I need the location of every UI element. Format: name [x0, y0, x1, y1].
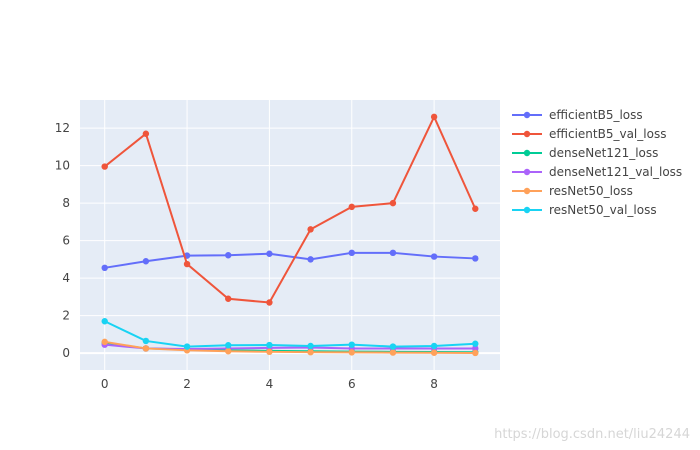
legend-swatch-marker [523, 111, 531, 119]
data-point [101, 163, 108, 170]
data-point [101, 338, 108, 346]
legend[interactable]: efficientB5_loss efficientB5_val_lossdens… [512, 108, 682, 217]
data-point [430, 113, 438, 121]
legend-item[interactable]: efficientB5_val_loss [512, 127, 666, 141]
data-point [307, 348, 314, 356]
series-line [104, 340, 476, 354]
data-point [472, 345, 479, 352]
data-point [225, 342, 232, 349]
x-tick-label: 2 [183, 377, 191, 391]
legend-item[interactable]: denseNet121_val_loss [512, 165, 682, 179]
legend-item[interactable]: denseNet121_loss [512, 146, 658, 160]
plot-background [80, 100, 500, 370]
series-lines [101, 113, 479, 357]
watermark-text: https://blog.csdn.net/liu24244 [494, 427, 690, 442]
y-tick-label: 6 [62, 234, 70, 248]
data-point [307, 226, 314, 233]
data-point [348, 349, 355, 356]
data-point [266, 348, 273, 356]
x-tick-label: 8 [430, 377, 438, 391]
data-point [430, 349, 438, 356]
legend-label: denseNet121_loss [549, 146, 658, 160]
data-point [101, 318, 108, 325]
legend-swatch-marker [523, 149, 531, 157]
legend-item[interactable]: efficientB5_loss [512, 108, 643, 122]
y-tick-label: 12 [55, 121, 70, 135]
legend-item[interactable]: resNet50_val_loss [512, 203, 657, 217]
y-tick-label: 10 [55, 159, 70, 173]
data-point [183, 343, 191, 350]
data-point [225, 348, 232, 355]
series-line [104, 114, 477, 304]
legend-label: denseNet121_val_loss [549, 165, 682, 179]
data-point [348, 341, 355, 348]
data-point [101, 264, 108, 272]
data-point [225, 252, 232, 259]
data-point [348, 249, 355, 257]
data-point [430, 342, 438, 350]
data-point [472, 205, 479, 212]
data-point [142, 130, 150, 137]
legend-label: resNet50_loss [549, 184, 633, 198]
data-point [266, 299, 273, 306]
x-tick-label: 0 [101, 377, 109, 391]
data-point [142, 337, 150, 345]
data-point [266, 250, 273, 257]
axis-ticks: 0 2 4 6 8 10 12 0 2 4 6 8 [55, 121, 438, 391]
x-tick-label: 4 [266, 377, 274, 391]
data-point [183, 260, 191, 268]
y-tick-label: 0 [62, 346, 70, 360]
data-point [472, 349, 479, 357]
data-point [266, 341, 273, 349]
data-point [430, 253, 438, 260]
legend-swatch-marker [523, 206, 531, 214]
data-point [225, 295, 232, 302]
legend-item[interactable]: resNet50_loss [512, 184, 633, 198]
series-line [104, 251, 476, 269]
y-tick-label: 8 [62, 196, 70, 210]
data-point [389, 199, 397, 207]
y-tick-label: 2 [62, 309, 70, 323]
series-efficientB5_val_loss [101, 113, 479, 306]
legend-swatch-marker [523, 130, 531, 138]
data-point [142, 258, 150, 265]
data-point [472, 340, 479, 347]
data-point [348, 203, 355, 211]
data-point [389, 249, 397, 257]
legend-swatch-marker [523, 168, 531, 176]
series-resNet50_val_loss [101, 318, 479, 350]
data-point [307, 342, 314, 350]
legend-swatch-marker [523, 187, 531, 195]
data-point [307, 256, 314, 263]
data-point [142, 345, 150, 352]
x-tick-label: 6 [348, 377, 356, 391]
legend-label: efficientB5_loss [549, 108, 643, 122]
legend-label: resNet50_val_loss [549, 203, 657, 217]
legend-label: efficientB5_val_loss [549, 127, 666, 141]
data-point [389, 343, 397, 350]
y-tick-label: 4 [62, 271, 70, 285]
series-line [104, 320, 476, 348]
data-point [472, 255, 479, 262]
data-point [389, 349, 397, 356]
